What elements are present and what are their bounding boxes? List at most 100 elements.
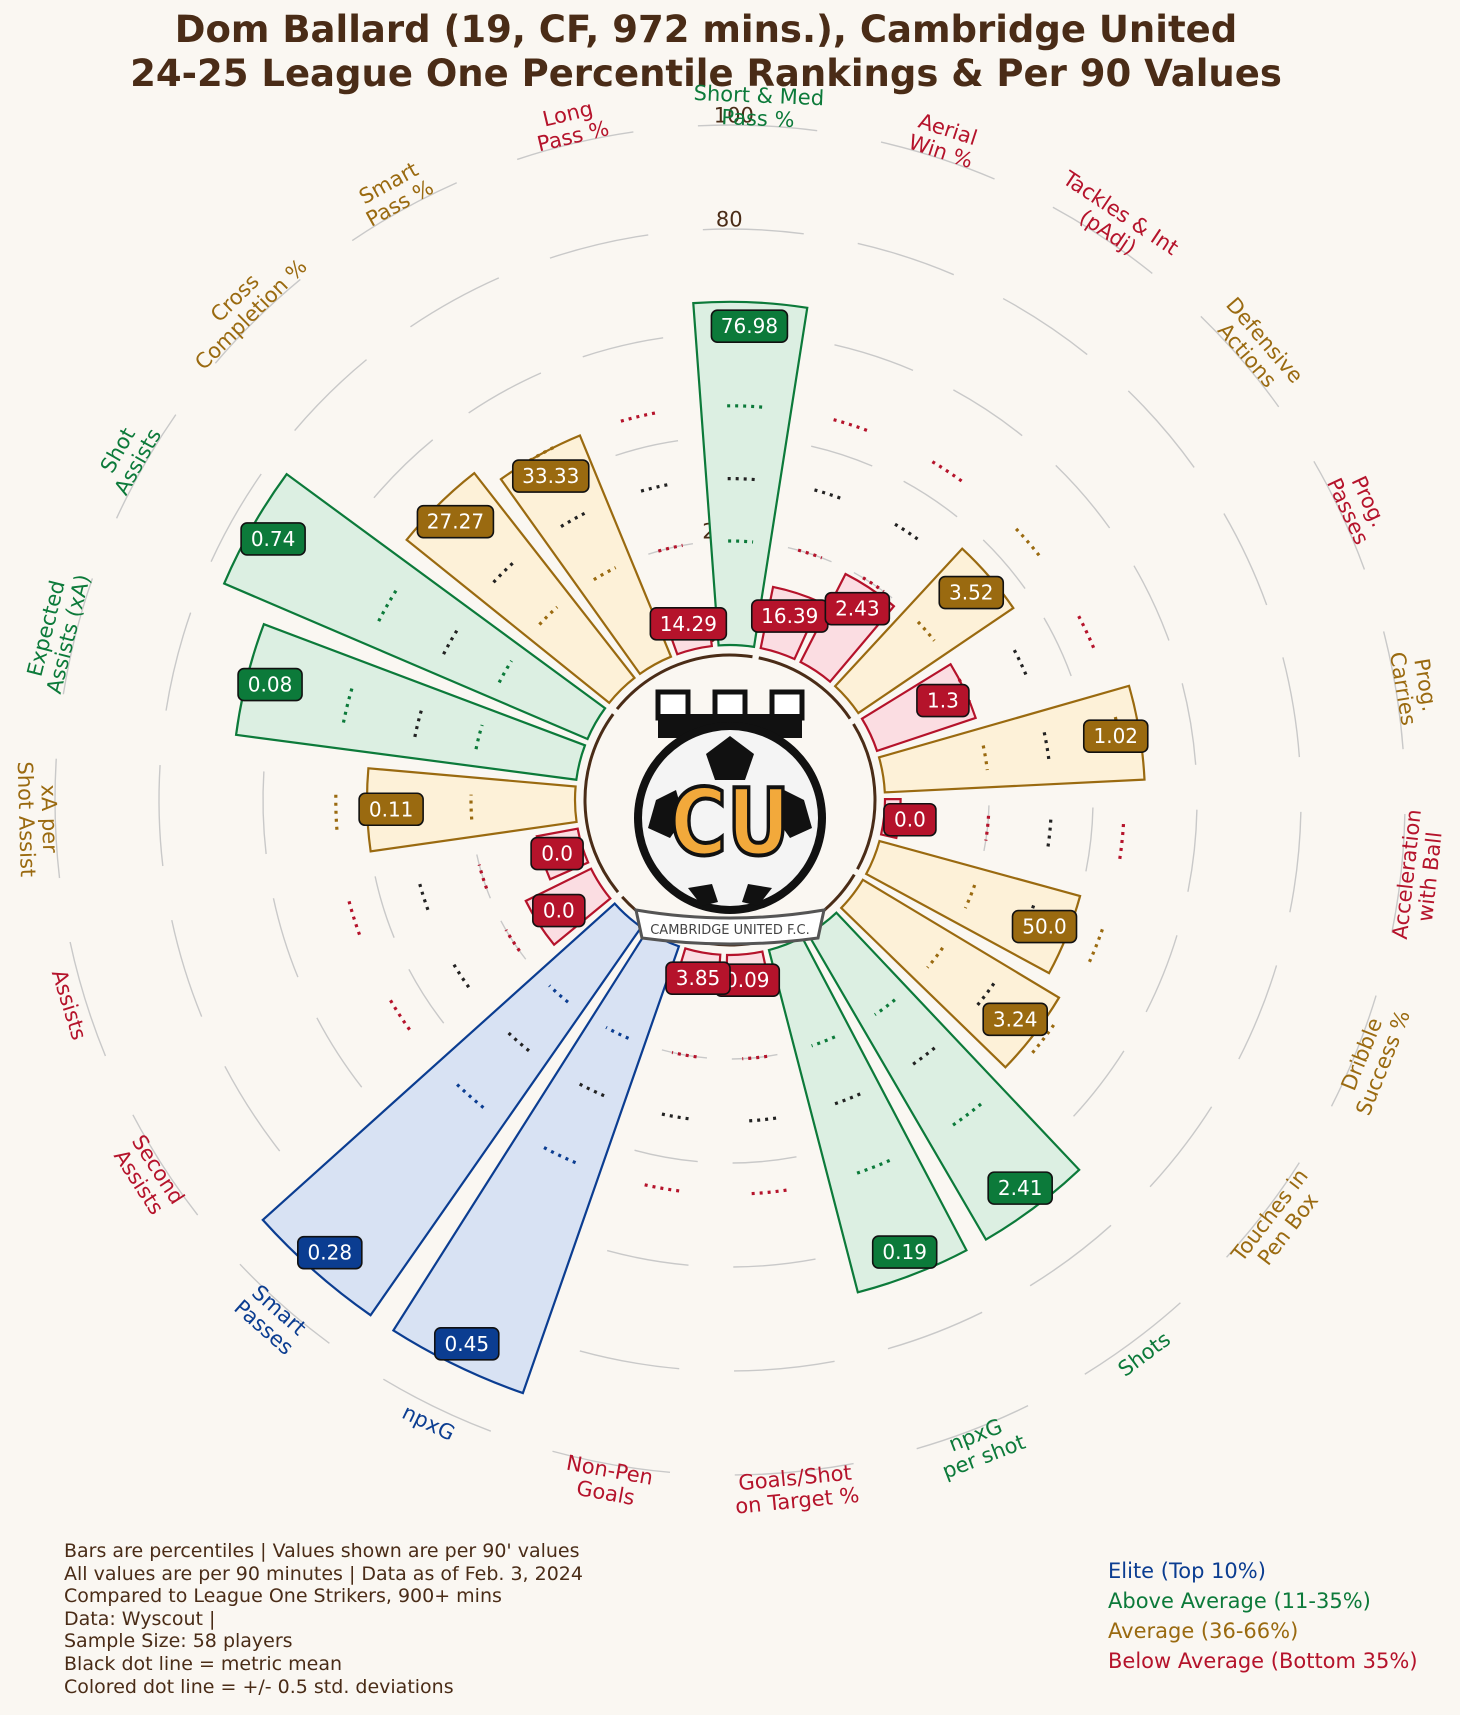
std-dot-line	[742, 1054, 768, 1061]
std-dot-line	[474, 724, 484, 750]
grid-arc	[272, 898, 299, 978]
grid-arc	[661, 1049, 708, 1059]
metric-name: Assists	[47, 967, 91, 1043]
mean-dot-line	[575, 1080, 605, 1098]
footnote-line: Black dot line = metric mean	[64, 1652, 343, 1675]
metric-name: Prog.Passes	[1322, 465, 1394, 549]
grid-arc	[1223, 513, 1268, 606]
cambridge-united-crest-icon: CU CAMBRIDGE UNITED F.C.	[634, 689, 826, 946]
grid-arc	[1052, 206, 1153, 274]
mean-dot-line	[727, 477, 759, 482]
value-label: 2.43	[835, 597, 880, 621]
std-dot-line	[916, 620, 936, 642]
metric-name: Goals/Shoton Target %	[732, 1460, 860, 1519]
grid-arc	[1282, 657, 1301, 758]
grid-arc	[1200, 315, 1280, 408]
grid-arc	[549, 234, 649, 259]
grid-arc	[1085, 807, 1094, 872]
bar-13	[261, 902, 643, 1317]
value-label-box	[710, 309, 789, 343]
grid-arc	[853, 571, 893, 599]
grid-arc	[132, 1114, 199, 1216]
std-dot-line	[862, 576, 885, 593]
grid-arc	[1289, 811, 1302, 913]
std-dot-line	[592, 566, 617, 582]
footnotes: Bars are percentiles | Values shown are …	[64, 1540, 583, 1698]
grid-arc	[1073, 1050, 1125, 1117]
grid-arc	[733, 1258, 816, 1268]
value-label: 1.3	[927, 689, 959, 713]
grid-arc	[1133, 565, 1170, 641]
std-dot-line	[671, 1050, 697, 1059]
metric-name: ShotAssists	[90, 413, 167, 499]
metric-name: DribbleSuccess %	[1330, 998, 1415, 1119]
bar-17	[234, 622, 587, 781]
grid-arc	[606, 1249, 689, 1266]
grid-arc	[880, 141, 995, 180]
metric-name-line: npxG	[398, 1400, 458, 1446]
mean-dot-line	[830, 1092, 861, 1107]
std-dot-line	[727, 404, 766, 409]
std-dot-line	[540, 1144, 577, 1165]
metric-name: SecondAssists	[108, 1131, 189, 1221]
grid-arc	[1002, 297, 1088, 356]
std-dot-line	[833, 418, 871, 433]
mean-dot-line	[492, 559, 517, 584]
grid-arc	[214, 278, 301, 364]
footnote-line: Colored dot line = +/- 0.5 std. deviatio…	[64, 1675, 454, 1698]
metric-name-line: Shots	[1114, 1327, 1175, 1381]
mean-dot-line	[908, 1046, 936, 1068]
footnote-line: All values are per 90 minutes | Data as …	[64, 1562, 583, 1585]
grid-arc	[1029, 1224, 1112, 1287]
mean-dot-line	[1012, 649, 1029, 679]
footnote-line: Compared to League One Strikers, 900+ mi…	[64, 1585, 502, 1608]
metric-name: SmartPass %	[351, 155, 438, 232]
grid-arc	[1055, 464, 1111, 529]
grid-arc	[582, 337, 664, 358]
value-label-box	[532, 893, 586, 928]
grid-arc	[732, 1156, 797, 1164]
std-dot-line	[497, 659, 513, 684]
metric-name-line: Pass %	[721, 105, 795, 132]
metric-name: Touches inPen Box	[1226, 1164, 1331, 1281]
value-label: 50.0	[1022, 915, 1067, 939]
grid-arc	[634, 1149, 698, 1163]
grid-arc	[351, 182, 458, 242]
std-dot-line	[811, 1035, 836, 1048]
grid-arc	[224, 1065, 281, 1152]
grid-arc	[262, 771, 267, 855]
value-label-box	[358, 792, 424, 827]
grid-arc	[1226, 1162, 1300, 1258]
value-label: 33.33	[522, 464, 579, 488]
std-dot-line	[1077, 615, 1097, 652]
value-label-box	[240, 522, 306, 556]
group-bracket	[852, 723, 877, 870]
std-dot-line	[728, 539, 754, 544]
legend-entry-average: Average (36-66%)	[1108, 1619, 1299, 1643]
grid-arc	[1181, 683, 1197, 765]
mean-dot-line	[657, 1111, 689, 1121]
bar-9	[767, 935, 968, 1294]
value-label: 0.0	[894, 808, 926, 832]
grid-arc	[702, 228, 804, 235]
std-dot-line	[1029, 1024, 1055, 1057]
grid-arc	[383, 1378, 492, 1432]
grid-arc	[787, 546, 832, 563]
value-label: 14.29	[660, 612, 717, 636]
mean-dot-line	[973, 982, 996, 1010]
value-label-box	[883, 802, 937, 837]
value-label: 0.0	[543, 899, 575, 923]
std-dot-line	[538, 605, 559, 626]
std-dot-line	[853, 1158, 891, 1176]
grid-arc	[1382, 631, 1404, 750]
metric-name-line: Shot Assist	[13, 761, 40, 877]
value-label: 0.08	[248, 673, 293, 697]
metric-name: ExpectedAssists (xA)	[20, 566, 95, 696]
grid-arc	[857, 242, 955, 276]
grid-arc	[579, 1350, 680, 1370]
legend: Elite (Top 10%) Above Average (11-35%) Ave…	[1108, 1556, 1418, 1676]
mean-dot-line	[417, 879, 430, 911]
metric-name: SmartPasses	[229, 1278, 313, 1360]
grid-arc	[294, 359, 367, 432]
